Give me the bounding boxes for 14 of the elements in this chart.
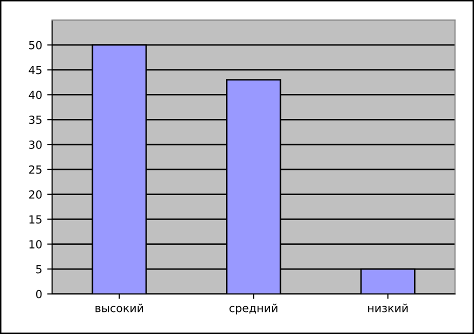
y-tick-label: 50	[29, 40, 42, 50]
y-tick-label: 5	[36, 265, 42, 274]
y-tick-label: 35	[29, 116, 42, 124]
y-tick-label: 10	[30, 240, 42, 249]
x-tick-label: высокий	[96, 304, 143, 312]
y-tick-label: 0	[36, 290, 42, 298]
y-tick-label: 40	[28, 90, 42, 100]
x-tick-label: низкий	[368, 304, 408, 312]
y-tick-label: 15	[30, 215, 42, 224]
y-tick-label: 30	[29, 140, 42, 149]
y-tick-label: 20	[29, 190, 42, 199]
y-tick-label: 25	[29, 165, 42, 174]
y-tick-label: 45	[28, 66, 42, 74]
x-tick-label: средний	[230, 304, 278, 314]
